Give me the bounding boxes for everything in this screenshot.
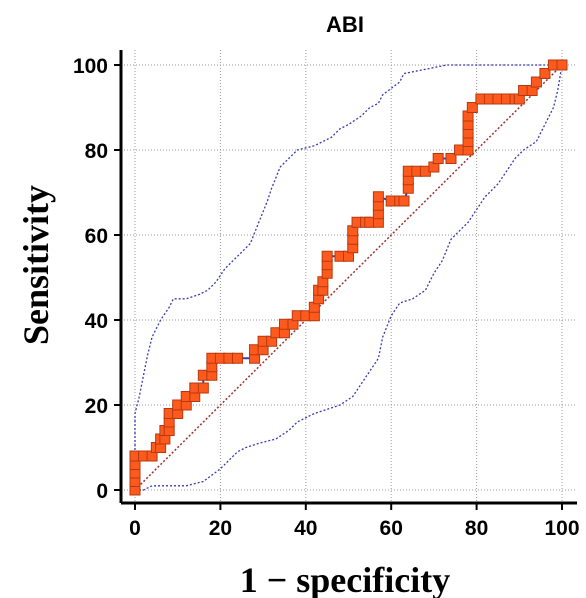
- x-tick-label-0: 0: [129, 517, 141, 540]
- y-tick-label-4: 80: [85, 140, 108, 163]
- y-tick-label-0: 0: [96, 480, 108, 503]
- roc-point-70: [432, 153, 444, 164]
- roc-point-63: [398, 195, 410, 207]
- y-tick-label-1: 20: [85, 395, 108, 418]
- roc-point-88: [539, 68, 551, 79]
- y-axis-label: Sensitivity: [16, 185, 56, 345]
- ci-upper-line: [134, 64, 562, 490]
- roc-point-28: [231, 352, 243, 364]
- y-tick-label-3: 60: [85, 225, 108, 248]
- x-tick-label-5: 100: [544, 517, 579, 540]
- roc-point-78: [466, 102, 478, 113]
- ticks: 0 20 40 60 80 100 0 20 40 60 80 100: [73, 55, 580, 540]
- ci-lower-line: [135, 64, 563, 491]
- x-tick-label-3: 60: [380, 517, 403, 540]
- chart-title: ABI: [326, 12, 364, 37]
- x-tick-label-1: 20: [209, 517, 232, 540]
- y-tick-label-2: 40: [85, 310, 108, 333]
- x-tick-label-2: 40: [294, 517, 317, 540]
- y-tick-label-5: 100: [73, 55, 108, 78]
- reference-diagonal-line: [134, 64, 563, 491]
- series: [129, 59, 568, 496]
- roc-point-71: [445, 153, 457, 164]
- roc-point-60: [372, 191, 384, 203]
- roc-point-48: [321, 250, 333, 262]
- x-axis-label: 1 − specificity: [240, 560, 450, 598]
- roc-point-87: [530, 76, 542, 88]
- x-tick-label-4: 80: [465, 517, 488, 540]
- roc-point-90: [556, 59, 568, 71]
- roc-point-21: [197, 382, 209, 394]
- axes: [119, 50, 577, 505]
